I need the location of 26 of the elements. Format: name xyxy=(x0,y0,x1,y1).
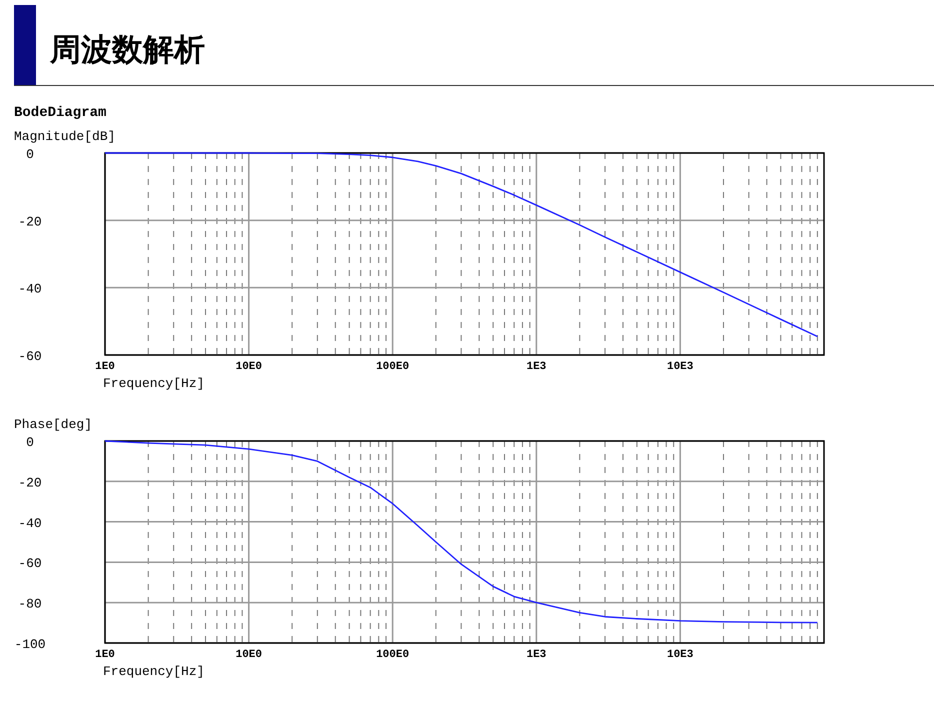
x-tick-label: 10E0 xyxy=(236,649,262,661)
chart-title: 周波数解析 xyxy=(49,32,205,68)
y-tick-label: -20 xyxy=(18,214,42,230)
x-tick-label: 1E0 xyxy=(95,361,115,373)
y-tick-label: -60 xyxy=(18,556,42,572)
x-tick-label: 100E0 xyxy=(376,361,410,373)
x-tick-label: 100E0 xyxy=(376,649,410,661)
y-tick-label: -40 xyxy=(18,516,42,531)
y-axis-title: Phase[deg] xyxy=(14,417,92,432)
y-tick-label: -60 xyxy=(18,349,42,364)
x-tick-label: 10E0 xyxy=(236,361,262,373)
y-tick-label: -100 xyxy=(14,637,46,652)
y-tick-label: -80 xyxy=(18,596,42,612)
x-tick-label: 1E3 xyxy=(526,361,547,373)
y-tick-label: -40 xyxy=(18,282,42,297)
y-tick-label: 0 xyxy=(26,435,34,450)
x-axis-title: Frequency[Hz] xyxy=(103,664,204,679)
y-axis-title: Magnitude[dB] xyxy=(14,129,116,144)
y-tick-label: 0 xyxy=(26,147,34,162)
x-axis-title: Frequency[Hz] xyxy=(103,376,204,391)
x-tick-label: 1E0 xyxy=(95,649,115,661)
x-tick-label: 10E3 xyxy=(666,649,694,661)
x-tick-label: 10E3 xyxy=(666,361,694,373)
chart-subtitle: BodeDiagram xyxy=(14,105,106,121)
y-tick-label: -20 xyxy=(18,475,42,490)
x-tick-label: 1E3 xyxy=(526,649,547,661)
